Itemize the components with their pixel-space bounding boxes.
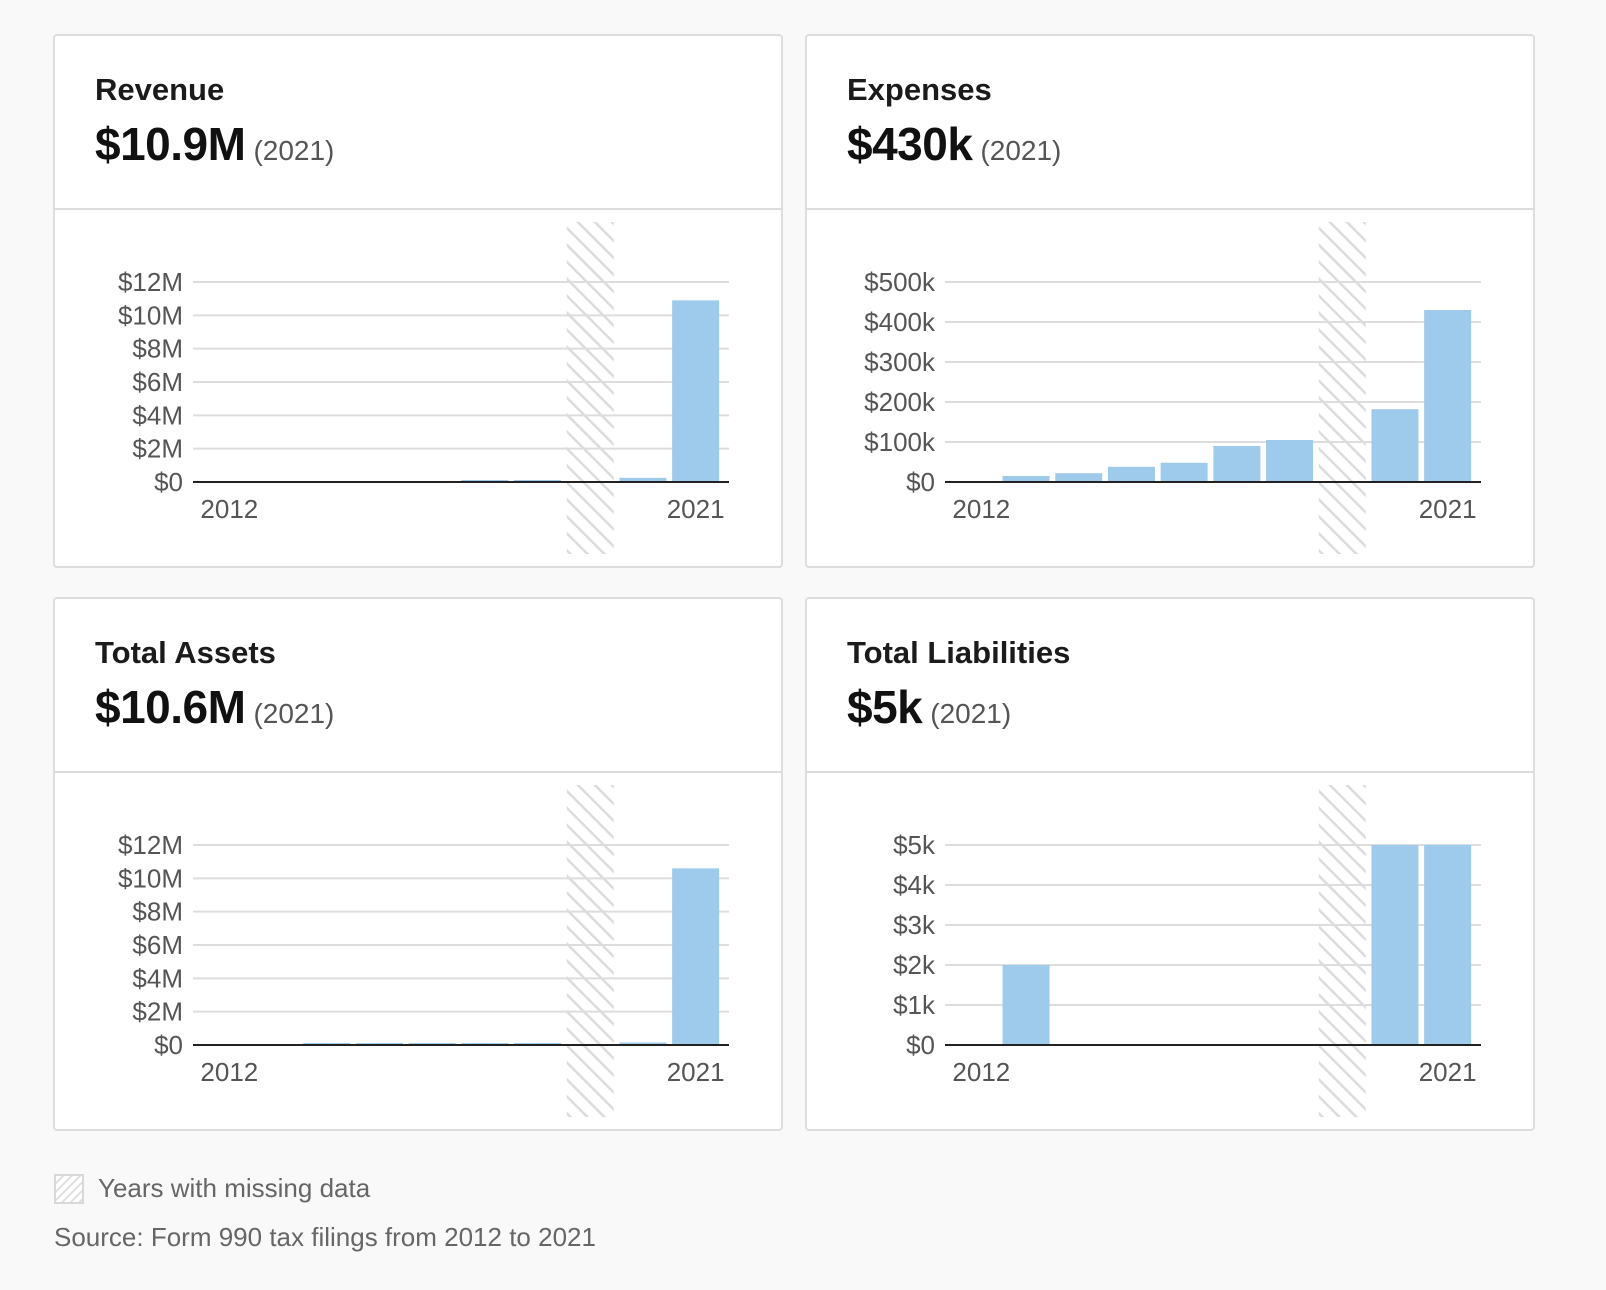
card-total-assets: Total Assets $10.6M (2021) $0 $2M $4M $6M $8M… — [53, 597, 783, 1131]
y-tick-label: $8M — [132, 897, 183, 927]
y-tick-label: $10M — [118, 863, 183, 893]
card-value: $430k — [847, 118, 973, 170]
y-tick-label: $0 — [154, 467, 183, 497]
bar-2020 — [1371, 845, 1419, 1045]
y-tick-label: $6M — [132, 930, 183, 960]
card-header: Total Liabilities $5k (2021) — [807, 599, 1533, 773]
y-tick-label: $2M — [132, 997, 183, 1027]
bar-2020 — [1371, 409, 1419, 482]
card-year-label: (2021) — [253, 698, 335, 729]
y-tick-label: $3k — [893, 910, 936, 940]
total-liabilities-chart: $0 $1k $2k $3k $4k $5k 2012 2021 — [893, 785, 1481, 1117]
card-header: Total Assets $10.6M (2021) — [55, 599, 781, 773]
bar-2018 — [1266, 440, 1314, 482]
x-tick-label: 2021 — [667, 1057, 725, 1087]
legend-label: Years with missing data — [98, 1173, 371, 1203]
y-tick-label: $4M — [132, 963, 183, 993]
card-value-row: $10.6M (2021) — [95, 681, 781, 745]
y-tick-label: $2M — [132, 434, 183, 464]
card-header: Revenue $10.9M (2021) — [55, 36, 781, 210]
bar-2013 — [1002, 476, 1050, 482]
y-tick-label: $200k — [864, 387, 936, 417]
card-value: $10.6M — [95, 681, 246, 733]
y-tick-label: $0 — [906, 1030, 935, 1060]
missing-data-region-2019 — [1318, 222, 1366, 554]
y-tick-label: $2k — [893, 950, 936, 980]
y-tick-label: $6M — [132, 367, 183, 397]
card-total-liabilities: Total Liabilities $5k (2021) $0 $1k $2k $3k $… — [805, 597, 1535, 1131]
missing-data-region-2019 — [566, 222, 614, 554]
y-tick-label: $8M — [132, 334, 183, 364]
card-title: Total Liabilities — [847, 635, 1071, 670]
bar-2016 — [1160, 462, 1208, 482]
total-assets-chart: $0$2M $4M$6M$8M $10M$12M 2012 2021 — [118, 785, 729, 1117]
card-year-label: (2021) — [930, 698, 1012, 729]
missing-data-legend: Years with missing data — [54, 1173, 370, 1204]
card-title: Total Assets — [95, 635, 276, 670]
bar-2020 — [619, 477, 667, 482]
bar-2013 — [1002, 965, 1050, 1045]
y-tick-label: $0 — [154, 1030, 183, 1060]
y-tick-label: $10M — [118, 300, 183, 330]
bar-2021 — [1424, 845, 1472, 1045]
y-tick-label: $5k — [893, 830, 936, 860]
card-header: Expenses $430k (2021) — [807, 36, 1533, 210]
x-tick-label: 2021 — [667, 494, 725, 524]
y-tick-label: $0 — [906, 467, 935, 497]
y-tick-label: $1k — [893, 990, 936, 1020]
card-expenses: Expenses $430k (2021) $0 $100k $200k $300k $4… — [805, 34, 1535, 568]
card-revenue: Revenue $10.9M (2021) $0 $2M $4M $6M $8M $10M $… — [53, 34, 783, 568]
hatch-swatch-icon — [54, 1173, 84, 1204]
y-tick-label: $100k — [864, 427, 936, 457]
card-title: Expenses — [847, 72, 992, 107]
y-tick-label: $300k — [864, 347, 936, 377]
y-tick-label: $500k — [864, 267, 936, 297]
expenses-chart: $0 $100k $200k $300k $400k $500k 2012 2021 — [864, 222, 1481, 554]
card-title: Revenue — [95, 72, 225, 107]
bar-2021 — [672, 300, 720, 482]
card-value: $5k — [847, 681, 923, 733]
source-note: Source: Form 990 tax filings from 2012 t… — [54, 1222, 596, 1252]
card-value-row: $430k (2021) — [847, 118, 1533, 182]
y-tick-label: $4k — [893, 870, 936, 900]
bar-2020 — [619, 1042, 667, 1045]
y-tick-label: $4M — [132, 400, 183, 430]
missing-data-region-2019 — [1318, 785, 1366, 1117]
revenue-chart: $0$2M $4M$6M$8M $10M$12M 2012 2021 — [118, 222, 729, 554]
card-year-label: (2021) — [980, 135, 1062, 166]
x-tick-label: 2012 — [952, 1057, 1010, 1087]
bar-2021 — [672, 868, 720, 1045]
card-year-label: (2021) — [253, 135, 335, 166]
bar-2017 — [1213, 446, 1261, 482]
bar-2014 — [1055, 473, 1103, 482]
missing-data-region-2019 — [566, 785, 614, 1117]
y-tick-label: $12M — [118, 830, 183, 860]
bar-2021 — [1424, 310, 1472, 482]
card-value: $10.9M — [95, 118, 246, 170]
card-value-row: $5k (2021) — [847, 681, 1533, 745]
bar-2015 — [1107, 466, 1155, 482]
x-tick-label: 2021 — [1419, 1057, 1477, 1087]
x-tick-label: 2012 — [200, 494, 258, 524]
y-tick-label: $12M — [118, 267, 183, 297]
x-tick-label: 2012 — [200, 1057, 258, 1087]
card-value-row: $10.9M (2021) — [95, 118, 781, 182]
x-tick-label: 2021 — [1419, 494, 1477, 524]
y-tick-label: $400k — [864, 307, 936, 337]
x-tick-label: 2012 — [952, 494, 1010, 524]
